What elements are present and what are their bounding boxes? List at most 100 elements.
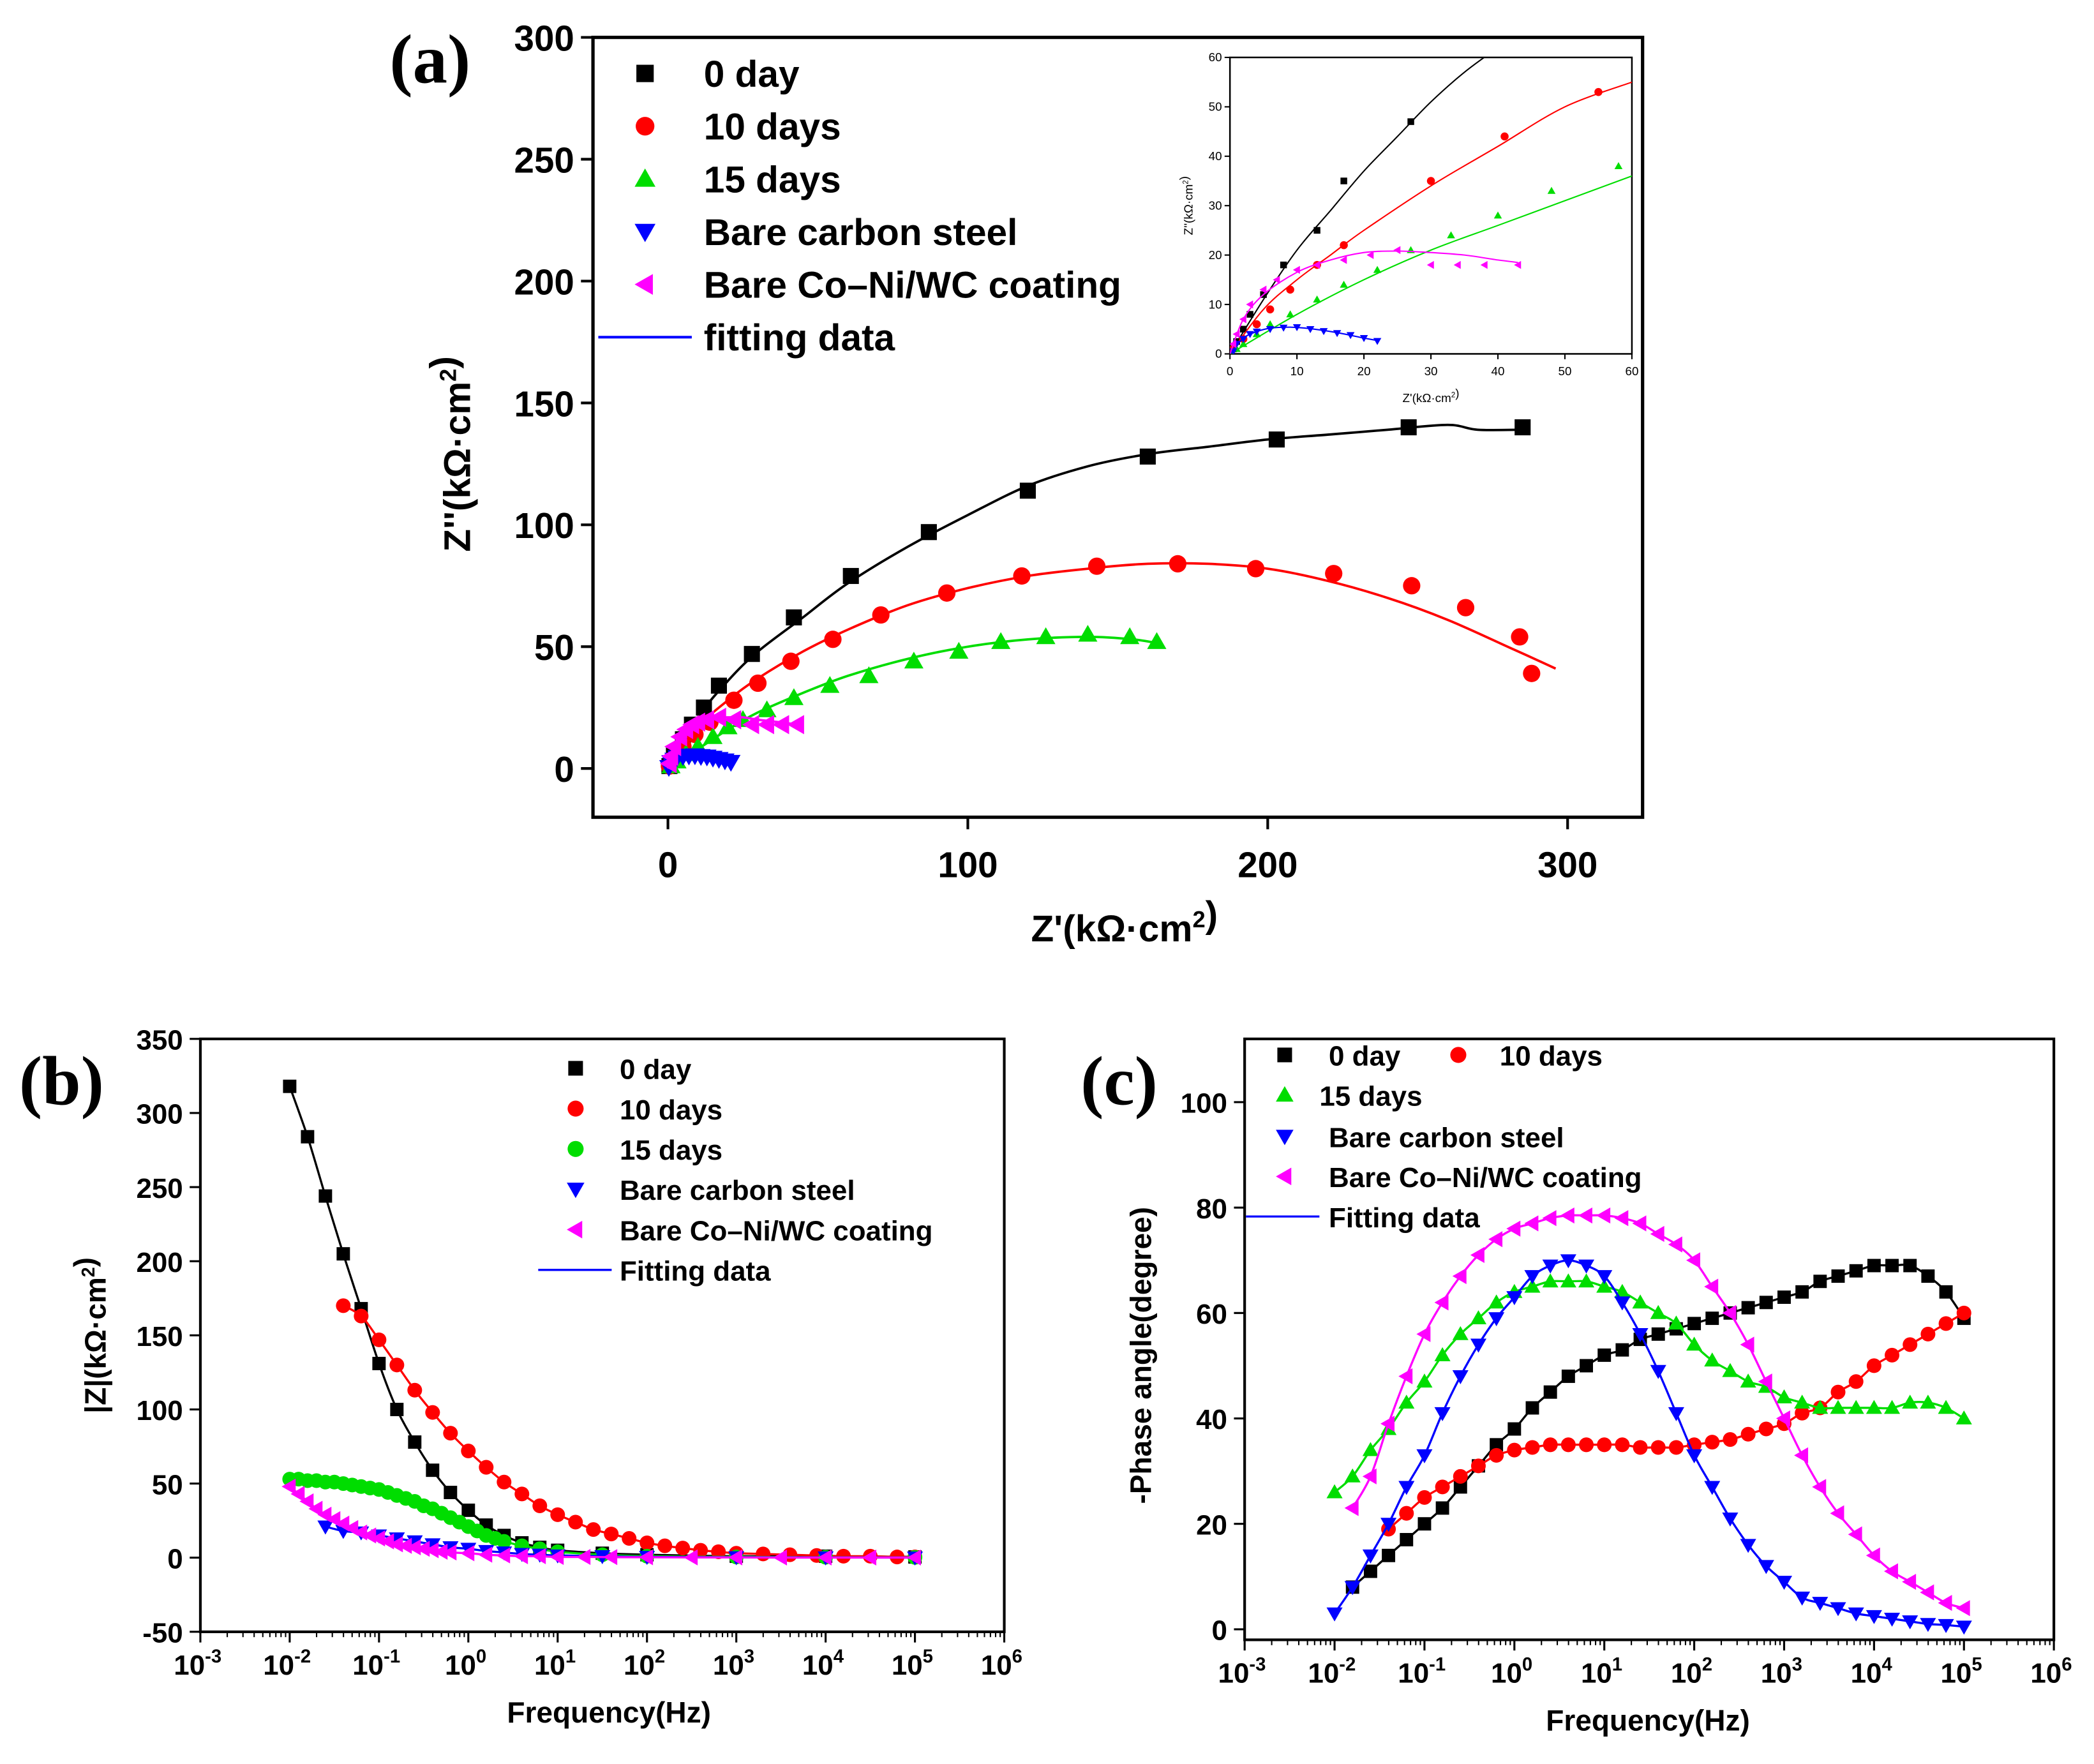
data-point-a: [784, 688, 804, 705]
inset-plot-area: [1230, 57, 1632, 354]
data-point-b: [756, 1546, 771, 1562]
data-point-b: [390, 1403, 404, 1416]
data-point-c: [1435, 1479, 1450, 1495]
inset-data-point: [1286, 285, 1294, 294]
data-point-c: [1560, 1254, 1576, 1269]
data-point-c: [1776, 1576, 1793, 1590]
data-point-c: [1722, 1363, 1739, 1377]
data-point-c: [1632, 1327, 1649, 1342]
panel-label-b: (b): [19, 1042, 104, 1119]
data-point-c: [1668, 1407, 1684, 1421]
data-point-a: [749, 674, 767, 692]
inset-data-point: [1252, 328, 1261, 336]
inset-x-tick-label: 40: [1492, 364, 1505, 378]
inset-x-axis-title: Z'(kΩ·cm2): [1403, 387, 1460, 405]
x-tick-label-c: 100: [1491, 1654, 1532, 1689]
data-point-c: [1812, 1479, 1827, 1495]
inset-y-tick-label: 0: [1215, 347, 1222, 361]
inset-data-point: [1239, 340, 1248, 347]
data-point-c: [1398, 1368, 1413, 1385]
data-point-b: [299, 1493, 314, 1510]
x-tick-label-c: 104: [1851, 1654, 1893, 1689]
data-point-c: [1543, 1437, 1558, 1453]
inset-data-point: [1266, 305, 1275, 314]
data-point-b: [415, 1541, 430, 1557]
legend-label-a: 15 days: [704, 159, 841, 200]
data-point-a: [724, 710, 742, 729]
x-tick-label-c: 105: [1940, 1654, 1982, 1689]
inset-fit-line: [1230, 326, 1378, 354]
data-point-b: [639, 1535, 655, 1551]
data-point-c: [1883, 1400, 1901, 1414]
data-point-a: [757, 715, 774, 735]
data-point-c: [1489, 1447, 1504, 1463]
data-point-c: [1362, 1442, 1379, 1456]
data-point-a: [697, 710, 714, 729]
data-point-c: [1921, 1269, 1935, 1283]
inset-y-tick-label: 60: [1209, 50, 1222, 64]
inset-data-point: [1373, 265, 1382, 273]
data-point-b: [532, 1548, 546, 1564]
data-point-c: [1776, 1410, 1790, 1427]
data-point-c: [1650, 1304, 1666, 1319]
x-tick-label-c: 102: [1671, 1654, 1712, 1689]
x-tick-label-b: 104: [802, 1646, 844, 1681]
data-point-a: [718, 717, 738, 735]
data-point-c: [1758, 1560, 1774, 1574]
x-tick-label-b: 105: [892, 1646, 933, 1681]
y-tick-label-b: 0: [167, 1543, 183, 1574]
legend-label-c: 15 days: [1319, 1080, 1422, 1112]
inset-fit-line: [1230, 57, 1486, 354]
inset-data-point: [1239, 315, 1246, 324]
legend-label-b: 15 days: [620, 1135, 722, 1166]
inset-data-point: [1313, 260, 1320, 269]
inset-data-point: [1313, 295, 1321, 303]
y-tick-label-b: 100: [136, 1395, 183, 1426]
data-point-c: [1956, 1410, 1972, 1424]
x-tick-label-c: 101: [1581, 1654, 1622, 1689]
data-point-c: [1650, 1440, 1666, 1455]
data-point-c: [1830, 1384, 1846, 1400]
data-point-c: [1831, 1269, 1845, 1283]
data-point-c: [1902, 1394, 1918, 1409]
data-point-b: [479, 1460, 494, 1475]
data-point-b: [290, 1486, 305, 1502]
data-point-c: [1813, 1274, 1827, 1289]
data-point-b: [514, 1548, 528, 1564]
legend-marker-c: [1276, 1086, 1294, 1102]
data-point-b: [336, 1247, 350, 1261]
inset-data-point: [1230, 340, 1237, 348]
data-point-a: [991, 632, 1011, 649]
data-point-c: [1939, 1285, 1953, 1299]
data-point-b: [622, 1531, 637, 1546]
data-point-b: [461, 1503, 475, 1517]
data-point-b: [907, 1549, 922, 1566]
legend-label-c: Bare Co–Ni/WC coating: [1329, 1162, 1642, 1193]
data-point-c: [1794, 1394, 1811, 1409]
data-point-b: [711, 1544, 726, 1559]
data-point-c: [1507, 1422, 1522, 1436]
data-point-b: [497, 1474, 512, 1490]
data-point-c: [1920, 1326, 1936, 1342]
y-tick-label-b: 150: [136, 1321, 183, 1352]
data-point-b: [354, 1308, 369, 1324]
panel-b: 10-3 10-2 10-1 100 101 102 103 104 105 106 -50 0 50 1…: [19, 1025, 1022, 1730]
x-tick-label-b: 102: [624, 1646, 665, 1681]
inset-data-point: [1266, 320, 1275, 327]
data-point-a: [1019, 482, 1036, 499]
inset-data-point: [1493, 211, 1502, 219]
inset-data-point: [1373, 338, 1382, 345]
inset-data-point: [1279, 324, 1288, 332]
inset-data-point: [1447, 231, 1455, 239]
data-point-c: [1542, 1210, 1557, 1227]
plot-frame-c: [1243, 1037, 2056, 1641]
data-point-c: [1687, 1317, 1701, 1331]
data-point-b: [424, 1542, 439, 1558]
data-point-a: [1523, 664, 1541, 682]
data-point-b: [514, 1486, 530, 1502]
data-point-c: [1885, 1347, 1900, 1363]
inset-y-tick-label: 30: [1209, 198, 1222, 212]
data-point-b: [550, 1507, 565, 1522]
legend-marker-b: [567, 1140, 584, 1157]
y-tick-label-a: 100: [514, 505, 574, 546]
